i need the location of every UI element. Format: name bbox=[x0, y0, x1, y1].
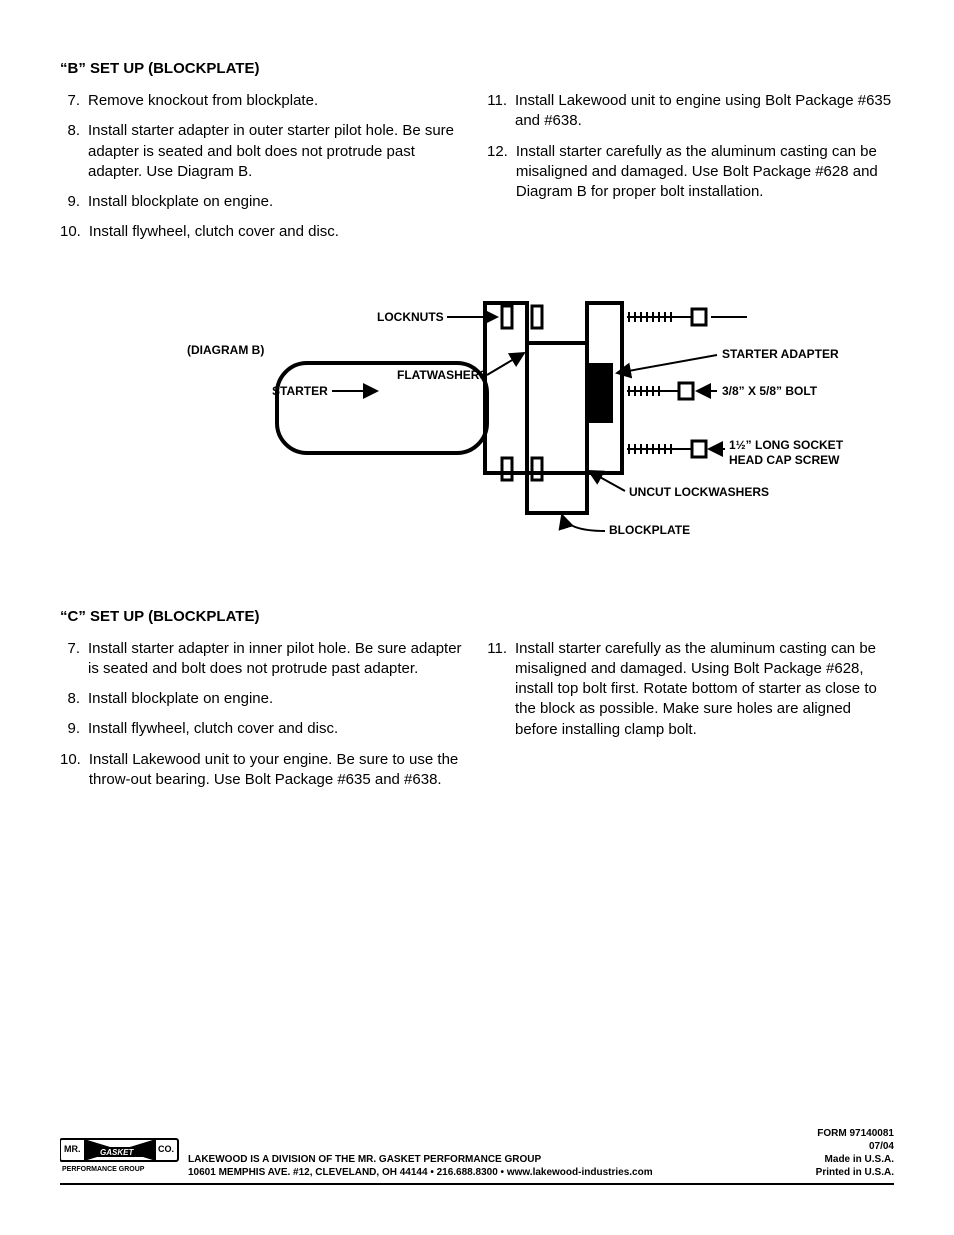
step-text: Install Lakewood unit to your engine. Be… bbox=[89, 750, 467, 791]
step-number: 8. bbox=[60, 121, 88, 182]
step-item: 12.Install starter carefully as the alum… bbox=[487, 142, 894, 203]
step-text: Install starter adapter in outer starter… bbox=[88, 121, 467, 182]
page-footer: MR. CO. GASKET PERFORMANCE GROUP LAKEWOO… bbox=[60, 1127, 894, 1185]
section-c-right-list: 11.Install starter carefully as the alum… bbox=[487, 639, 894, 740]
step-number: 8. bbox=[60, 689, 88, 709]
step-text: Install Lakewood unit to engine using Bo… bbox=[515, 91, 894, 132]
label-bolt: 3/8” X 5/8” BOLT bbox=[722, 384, 817, 398]
footer-printed: Printed in U.S.A. bbox=[816, 1166, 894, 1179]
label-starter-adapter: STARTER ADAPTER bbox=[722, 347, 839, 361]
step-number: 7. bbox=[60, 91, 88, 111]
step-item: 9.Install flywheel, clutch cover and dis… bbox=[60, 719, 467, 739]
footer-form: FORM 97140081 bbox=[816, 1127, 894, 1140]
step-item: 7.Install starter adapter in inner pilot… bbox=[60, 639, 467, 680]
svg-text:PERFORMANCE GROUP: PERFORMANCE GROUP bbox=[62, 1166, 145, 1173]
label-uncut: UNCUT LOCKWASHERS bbox=[629, 485, 769, 499]
step-item: 10.Install flywheel, clutch cover and di… bbox=[60, 222, 467, 242]
section-c-left-list: 7.Install starter adapter in inner pilot… bbox=[60, 639, 467, 791]
section-c-columns: 7.Install starter adapter in inner pilot… bbox=[60, 639, 894, 801]
step-text: Install starter carefully as the aluminu… bbox=[516, 142, 894, 203]
step-item: 8.Install blockplate on engine. bbox=[60, 689, 467, 709]
step-number: 9. bbox=[60, 192, 88, 212]
svg-text:CO.: CO. bbox=[158, 1144, 174, 1154]
footer-right: FORM 97140081 07/04 Made in U.S.A. Print… bbox=[816, 1127, 894, 1179]
label-socket2: HEAD CAP SCREW bbox=[729, 453, 839, 467]
step-number: 9. bbox=[60, 719, 88, 739]
section-c-heading: “C” SET UP (BLOCKPLATE) bbox=[60, 608, 894, 625]
step-text: Install blockplate on engine. bbox=[88, 689, 467, 709]
step-number: 11. bbox=[487, 639, 515, 740]
step-number: 11. bbox=[487, 91, 515, 132]
label-locknuts: LOCKNUTS bbox=[377, 310, 444, 324]
svg-text:GASKET: GASKET bbox=[100, 1148, 134, 1157]
label-starter: STARTER bbox=[272, 384, 328, 398]
svg-text:MR.: MR. bbox=[64, 1144, 81, 1154]
footer-logo: MR. CO. GASKET PERFORMANCE GROUP bbox=[60, 1134, 180, 1179]
footer-made: Made in U.S.A. bbox=[816, 1153, 894, 1166]
section-b-right-list: 11.Install Lakewood unit to engine using… bbox=[487, 91, 894, 202]
step-text: Install starter adapter in inner pilot h… bbox=[88, 639, 467, 680]
label-socket1: 1½” LONG SOCKET bbox=[729, 438, 843, 452]
step-number: 10. bbox=[60, 222, 89, 242]
step-number: 12. bbox=[487, 142, 516, 203]
step-number: 10. bbox=[60, 750, 89, 791]
section-b-left-list: 7.Remove knockout from blockplate.8.Inst… bbox=[60, 91, 467, 243]
step-text: Install starter carefully as the aluminu… bbox=[515, 639, 894, 740]
step-number: 7. bbox=[60, 639, 88, 680]
step-item: 10.Install Lakewood unit to your engine.… bbox=[60, 750, 467, 791]
label-blockplate: BLOCKPLATE bbox=[609, 523, 690, 537]
footer-text: LAKEWOOD IS A DIVISION OF THE MR. GASKET… bbox=[180, 1153, 816, 1179]
section-b-columns: 7.Remove knockout from blockplate.8.Inst… bbox=[60, 91, 894, 253]
section-b-heading: “B” SET UP (BLOCKPLATE) bbox=[60, 60, 894, 77]
step-text: Install flywheel, clutch cover and disc. bbox=[88, 719, 467, 739]
diagram-b: (DIAGRAM B) LOCKNUTS FLATWASHERS STARTER… bbox=[127, 283, 827, 548]
step-item: 11.Install starter carefully as the alum… bbox=[487, 639, 894, 740]
footer-line2: 10601 MEMPHIS AVE. #12, CLEVELAND, OH 44… bbox=[188, 1166, 816, 1179]
step-item: 8.Install starter adapter in outer start… bbox=[60, 121, 467, 182]
step-item: 11.Install Lakewood unit to engine using… bbox=[487, 91, 894, 132]
step-item: 7.Remove knockout from blockplate. bbox=[60, 91, 467, 111]
diagram-title: (DIAGRAM B) bbox=[187, 343, 264, 357]
label-flatwashers: FLATWASHERS bbox=[397, 368, 487, 382]
step-text: Install flywheel, clutch cover and disc. bbox=[89, 222, 467, 242]
step-text: Remove knockout from blockplate. bbox=[88, 91, 467, 111]
step-text: Install blockplate on engine. bbox=[88, 192, 467, 212]
footer-date: 07/04 bbox=[816, 1140, 894, 1153]
step-item: 9.Install blockplate on engine. bbox=[60, 192, 467, 212]
footer-line1: LAKEWOOD IS A DIVISION OF THE MR. GASKET… bbox=[188, 1153, 816, 1166]
